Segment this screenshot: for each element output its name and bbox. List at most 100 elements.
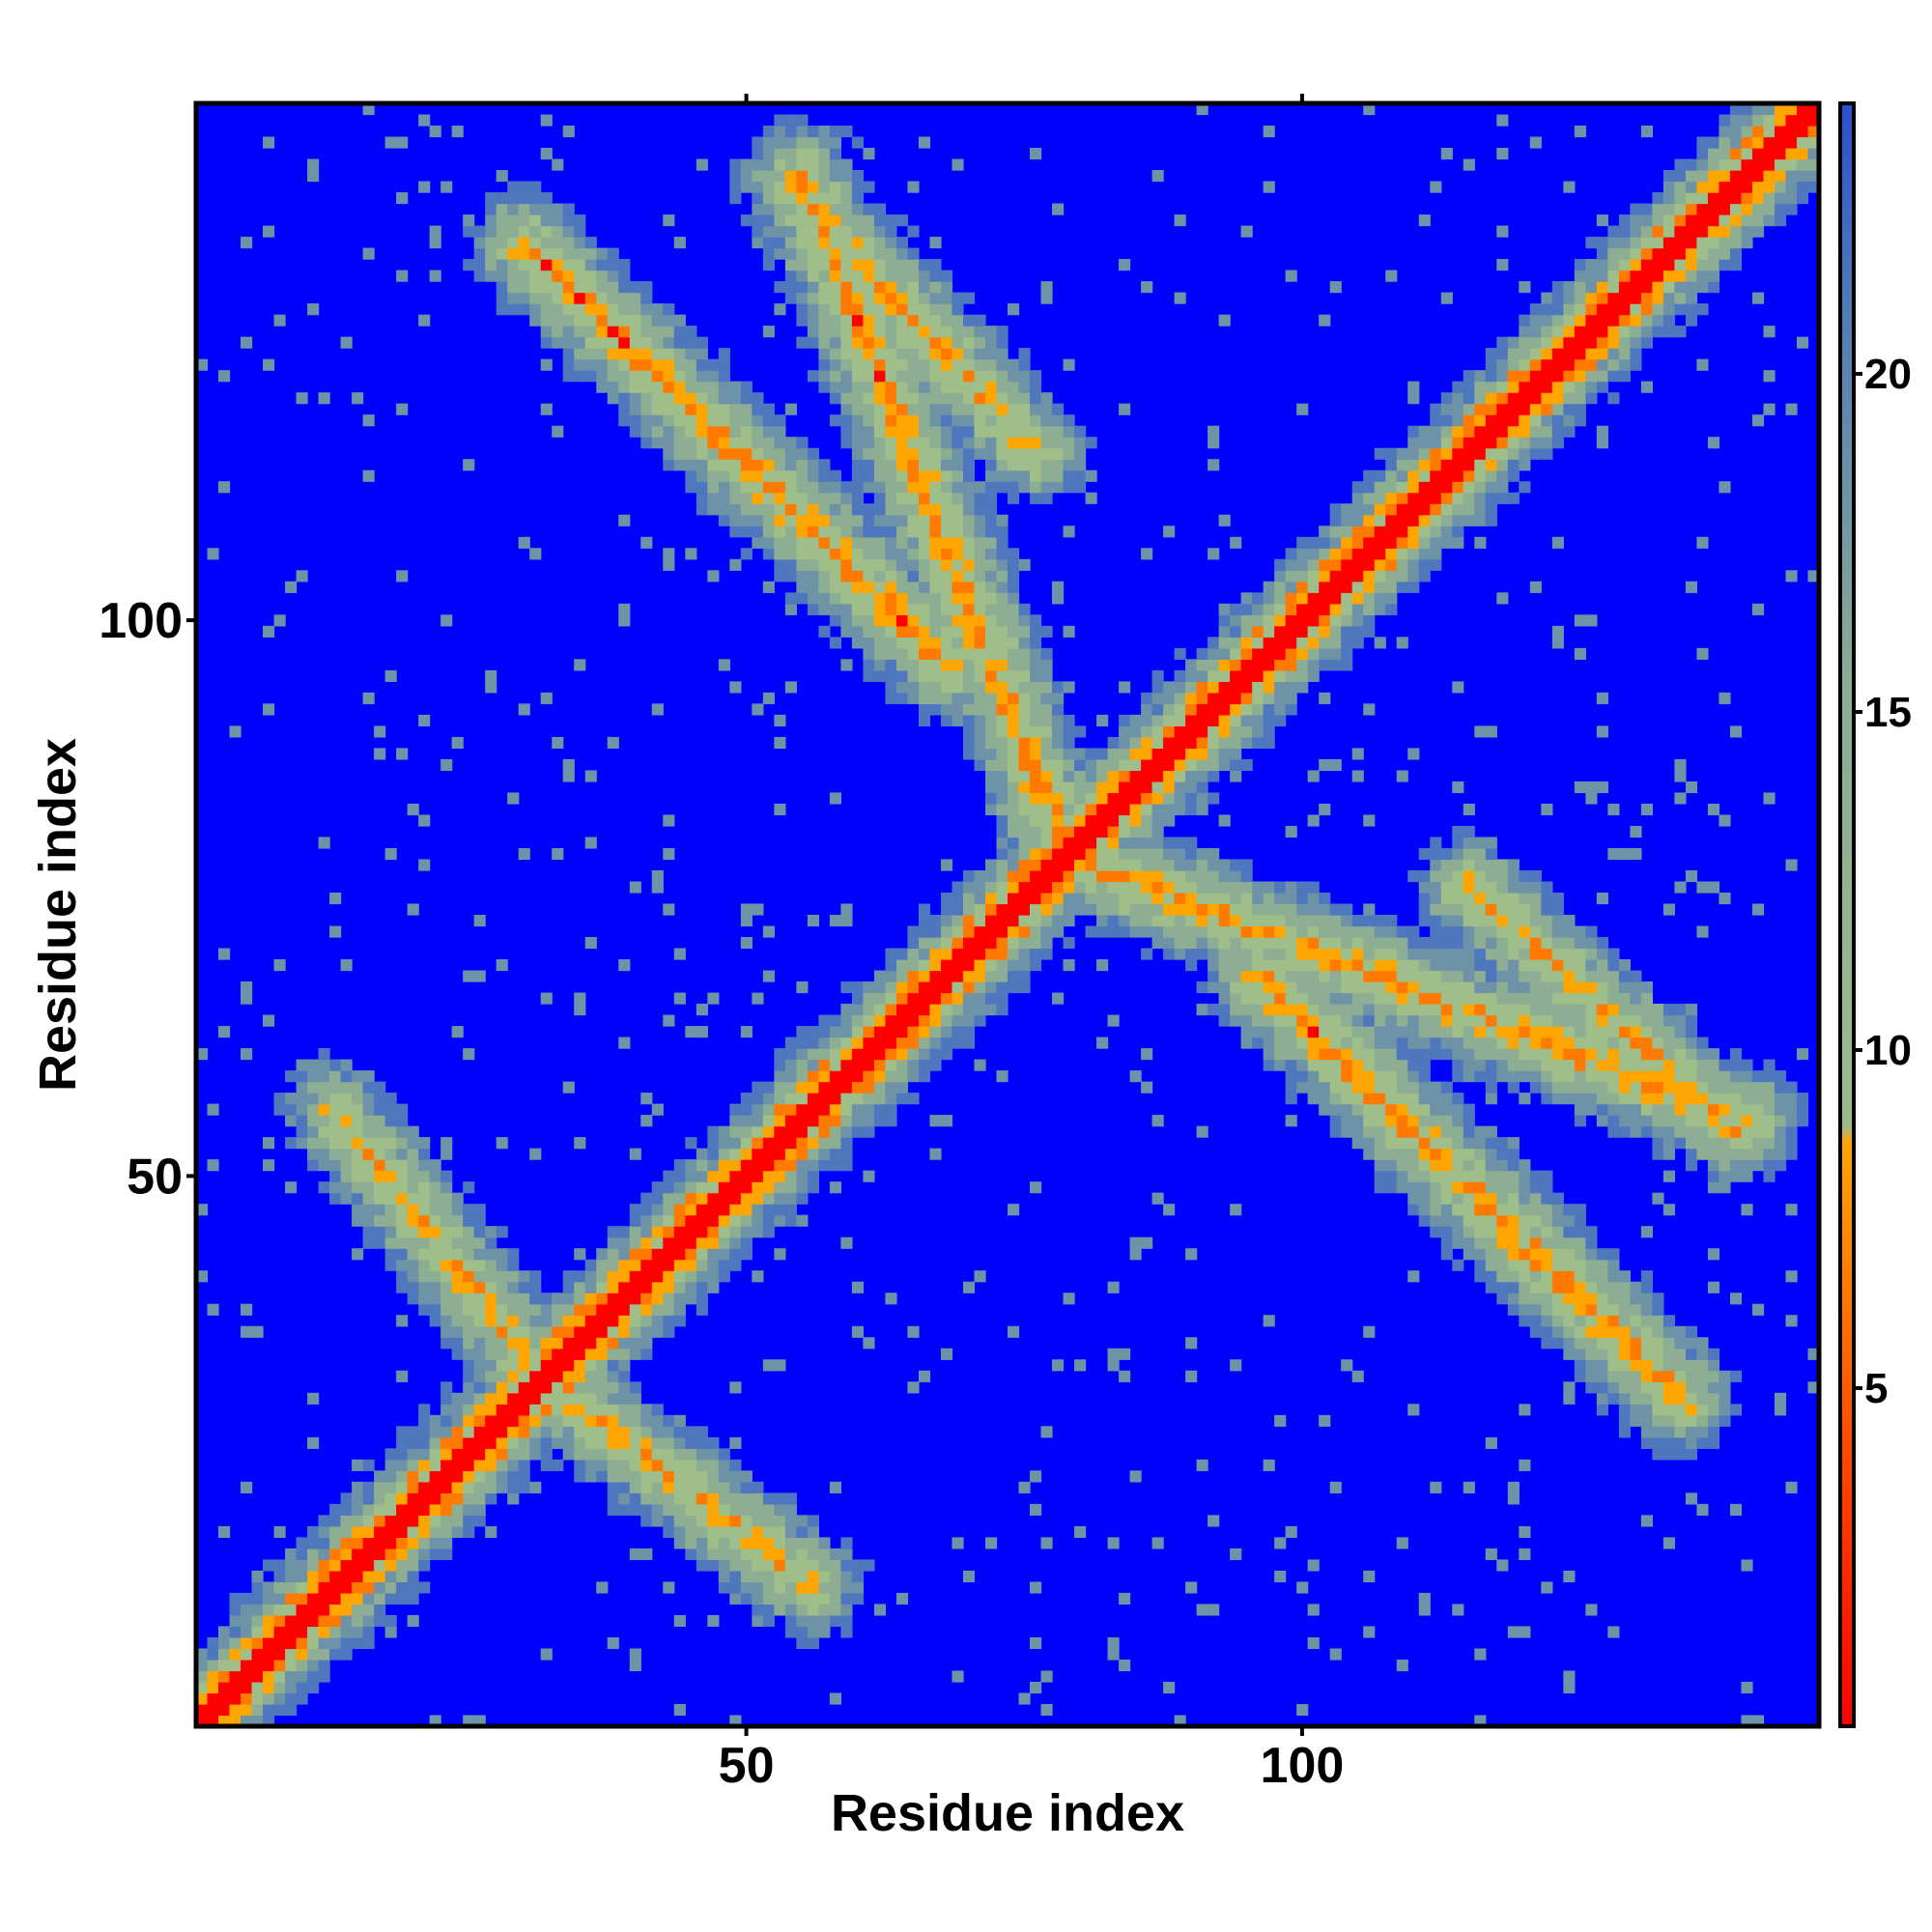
heatmap-cell: [1529, 403, 1542, 415]
heatmap-cell: [1274, 1570, 1287, 1583]
heatmap-cell: [1063, 781, 1075, 794]
heatmap-cell: [1240, 681, 1253, 694]
heatmap-cell: [952, 992, 964, 1005]
heatmap-cell: [1085, 758, 1097, 772]
heatmap-cell: [518, 1392, 530, 1405]
heatmap-cell: [918, 915, 931, 927]
heatmap-cell: [329, 1059, 342, 1071]
heatmap-cell: [895, 948, 909, 960]
heatmap-cell: [1440, 1159, 1453, 1172]
heatmap-cell: [307, 1659, 320, 1672]
heatmap-cell: [1185, 736, 1198, 749]
heatmap-cell: [1185, 925, 1198, 938]
heatmap-cell: [885, 581, 897, 593]
heatmap-cell: [996, 736, 1009, 749]
heatmap-cell: [1363, 1093, 1376, 1105]
heatmap-cell: [362, 1148, 375, 1160]
heatmap-cell: [740, 1525, 753, 1538]
heatmap-cell: [218, 1525, 231, 1538]
heatmap-cell: [818, 1081, 831, 1094]
heatmap-cell: [1240, 1014, 1253, 1027]
heatmap-cell: [318, 1103, 330, 1116]
heatmap-cell: [1252, 681, 1264, 694]
heatmap-cell: [352, 1592, 364, 1605]
heatmap-cell: [1418, 1204, 1431, 1216]
heatmap-cell: [840, 370, 853, 383]
heatmap-cell: [929, 1115, 942, 1127]
heatmap-cell: [752, 1093, 764, 1105]
heatmap-cell: [1329, 903, 1342, 916]
heatmap-cell: [918, 1004, 931, 1016]
heatmap-cell: [1196, 981, 1208, 994]
heatmap-cell: [740, 170, 753, 183]
heatmap-cell: [1507, 1148, 1520, 1160]
heatmap-cell: [640, 1293, 653, 1305]
heatmap-cell: [1274, 1026, 1287, 1038]
heatmap-cell: [729, 1581, 742, 1594]
heatmap-cell: [451, 1515, 464, 1527]
heatmap-cell: [296, 1070, 308, 1083]
heatmap-cell: [1507, 1281, 1520, 1293]
heatmap-cell: [940, 603, 953, 615]
heatmap-cell: [762, 1115, 775, 1127]
heatmap-cell: [984, 492, 998, 504]
heatmap-cell: [807, 314, 819, 327]
heatmap-cell: [851, 425, 865, 438]
heatmap-cell: [1240, 703, 1253, 716]
heatmap-cell: [840, 903, 853, 916]
heatmap-cell: [818, 459, 831, 471]
heatmap-cell: [1485, 1070, 1497, 1083]
heatmap-cell: [607, 1236, 619, 1249]
heatmap-cell: [629, 1503, 641, 1516]
heatmap-cell: [1374, 1048, 1386, 1061]
heatmap-cell: [1374, 581, 1386, 593]
heatmap-cell: [1296, 548, 1309, 560]
heatmap-cell: [962, 925, 976, 938]
heatmap-cell: [496, 1414, 508, 1427]
heatmap-cell: [584, 1293, 597, 1305]
heatmap-cell: [241, 1614, 253, 1628]
heatmap-cell: [974, 981, 986, 994]
heatmap-cell: [952, 303, 964, 316]
heatmap-cell: [1119, 892, 1131, 905]
heatmap-cell: [774, 1148, 786, 1160]
heatmap-cell: [696, 1004, 708, 1016]
heatmap-cell: [352, 1515, 364, 1527]
heatmap-cell: [729, 414, 742, 427]
heatmap-cell: [507, 1315, 520, 1327]
heatmap-cell: [673, 1703, 686, 1717]
heatmap-cell: [996, 558, 1009, 571]
heatmap-cell: [1430, 514, 1442, 526]
heatmap-cell: [851, 603, 865, 615]
heatmap-cell: [540, 292, 553, 304]
heatmap-cell: [574, 237, 586, 249]
heatmap-cell: [629, 1204, 641, 1216]
heatmap-cell: [1319, 981, 1331, 994]
heatmap-cell: [784, 1525, 797, 1538]
heatmap-cell: [895, 292, 909, 304]
heatmap-cell: [774, 136, 786, 149]
heatmap-cell: [407, 1137, 419, 1150]
heatmap-cell: [1052, 437, 1065, 449]
heatmap-cell: [562, 247, 575, 260]
heatmap-cell: [1496, 358, 1509, 371]
heatmap-cell: [940, 548, 953, 560]
heatmap-cell: [618, 326, 631, 338]
heatmap-cell: [1274, 669, 1287, 682]
heatmap-cell: [1174, 792, 1186, 805]
heatmap-cell: [296, 1059, 308, 1071]
heatmap-cell: [752, 503, 764, 516]
heatmap-cell: [574, 1436, 586, 1449]
heatmap-cell: [629, 425, 641, 438]
heatmap-cell: [1263, 625, 1275, 638]
heatmap-cell: [673, 1426, 686, 1438]
heatmap-cell: [1319, 1004, 1331, 1016]
heatmap-cell: [984, 859, 998, 871]
heatmap-cell: [918, 1070, 931, 1083]
heatmap-cell: [1185, 659, 1198, 671]
heatmap-cell: [1129, 1070, 1142, 1083]
heatmap-cell: [1430, 937, 1442, 950]
heatmap-cell: [685, 425, 697, 438]
heatmap-cell: [451, 1259, 464, 1271]
heatmap-cell: [962, 314, 976, 327]
